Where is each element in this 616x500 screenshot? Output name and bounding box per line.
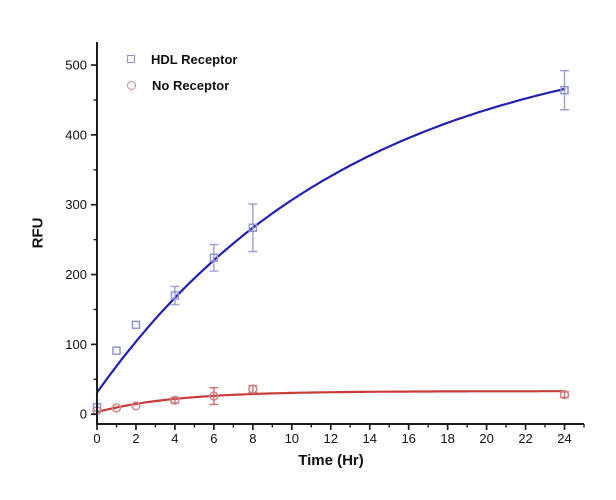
error-bar — [560, 69, 570, 111]
x-tick-label: 18 — [440, 431, 454, 446]
legend-square-marker-icon — [127, 55, 135, 63]
fit-curve-no-receptor — [95, 390, 566, 414]
error-bar — [170, 285, 180, 306]
data-point-circle — [170, 395, 180, 405]
legend-item-no-receptor: No Receptor — [127, 72, 237, 98]
x-tick-label: 2 — [132, 431, 139, 446]
data-point-square — [131, 320, 141, 330]
legend-label: HDL Receptor — [151, 51, 238, 67]
data-point-circle — [209, 391, 219, 401]
x-tick-label: 16 — [401, 431, 415, 446]
y-tick-label: 300 — [65, 197, 87, 212]
x-tick-label: 6 — [210, 431, 217, 446]
y-tick-label: 0 — [80, 407, 87, 422]
legend-item-hdl-receptor: HDL Receptor — [127, 46, 237, 72]
x-tick-label: 12 — [324, 431, 338, 446]
error-bar — [209, 243, 219, 272]
error-bar — [209, 386, 219, 406]
x-tick-label: 4 — [171, 431, 178, 446]
x-tick-label: 20 — [479, 431, 493, 446]
axes-frame — [96, 42, 584, 425]
data-point-square — [560, 85, 569, 95]
x-tick-label: 22 — [518, 431, 532, 446]
x-tick-label: 8 — [249, 431, 256, 446]
y-axis-title: RFU — [29, 217, 47, 249]
y-tick-label: 400 — [65, 127, 87, 142]
y-tick-label: 200 — [65, 267, 87, 282]
data-point-circle — [111, 403, 122, 413]
data-point-square — [170, 291, 180, 300]
data-point-square — [112, 346, 121, 355]
legend-circle-marker-icon — [127, 80, 136, 90]
data-point-circle — [248, 384, 258, 394]
legend: HDL Receptor No Receptor — [127, 46, 237, 98]
data-point-circle — [131, 401, 141, 411]
data-point-square — [248, 223, 258, 233]
fit-curve-hdl-receptor — [95, 87, 566, 394]
x-tick-label: 14 — [362, 431, 376, 446]
x-tick-label: 10 — [285, 431, 299, 446]
error-bar — [248, 203, 258, 253]
x-axis-title: Time (Hr) — [298, 452, 364, 469]
y-tick-label: 100 — [65, 337, 87, 352]
x-tick-label: 24 — [557, 431, 571, 446]
data-point-square — [209, 253, 219, 263]
y-tick-label: 500 — [65, 58, 87, 73]
data-point-circle — [559, 390, 570, 400]
legend-label: No Receptor — [152, 77, 230, 93]
x-tick-label: 0 — [93, 431, 100, 446]
